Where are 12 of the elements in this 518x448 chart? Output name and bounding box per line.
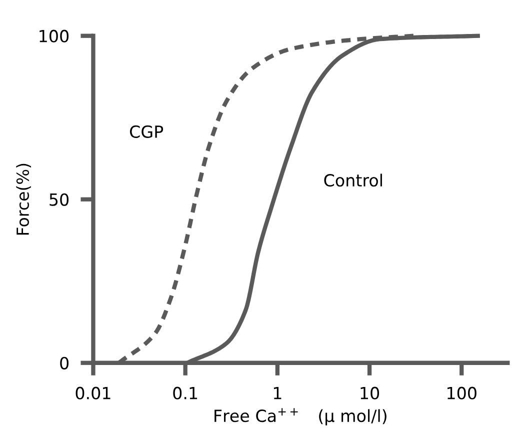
- x-tick-label: 0.01: [76, 386, 110, 400]
- text: Control: [324, 174, 382, 187]
- x-tick-label: 0.1: [173, 386, 198, 400]
- text: Free Ca$^{++}$ (μ mol/l): [214, 408, 386, 426]
- x-tick-label: 100: [448, 386, 476, 400]
- y-tick-label: 0: [60, 356, 69, 370]
- y-tick-label: 50: [50, 193, 69, 206]
- x-tick-label: 10: [360, 386, 380, 400]
- text: CGP: [130, 125, 164, 138]
- y-tick-label: 100: [40, 30, 69, 42]
- x-tick-label: 1: [274, 387, 282, 400]
- y-axis-title: Force(%): [16, 164, 31, 235]
